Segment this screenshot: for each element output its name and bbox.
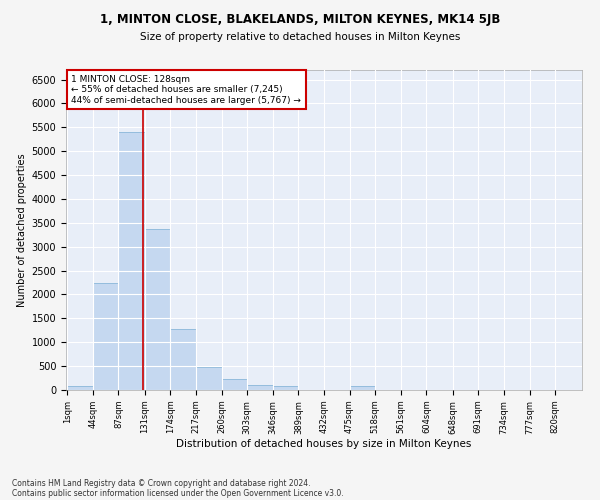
X-axis label: Distribution of detached houses by size in Milton Keynes: Distribution of detached houses by size …	[176, 440, 472, 450]
Bar	[273, 386, 298, 390]
Bar	[145, 228, 170, 390]
Bar	[118, 132, 145, 390]
Bar	[93, 282, 118, 390]
Bar	[350, 386, 375, 390]
Bar	[196, 367, 221, 390]
Bar	[247, 385, 273, 390]
Text: Size of property relative to detached houses in Milton Keynes: Size of property relative to detached ho…	[140, 32, 460, 42]
Y-axis label: Number of detached properties: Number of detached properties	[17, 153, 28, 307]
Text: 1 MINTON CLOSE: 128sqm
← 55% of detached houses are smaller (7,245)
44% of semi-: 1 MINTON CLOSE: 128sqm ← 55% of detached…	[71, 75, 301, 104]
Text: 1, MINTON CLOSE, BLAKELANDS, MILTON KEYNES, MK14 5JB: 1, MINTON CLOSE, BLAKELANDS, MILTON KEYN…	[100, 12, 500, 26]
Text: Contains HM Land Registry data © Crown copyright and database right 2024.: Contains HM Land Registry data © Crown c…	[12, 478, 311, 488]
Bar	[170, 329, 196, 390]
Text: Contains public sector information licensed under the Open Government Licence v3: Contains public sector information licen…	[12, 488, 344, 498]
Bar	[221, 380, 247, 390]
Bar	[67, 386, 93, 390]
